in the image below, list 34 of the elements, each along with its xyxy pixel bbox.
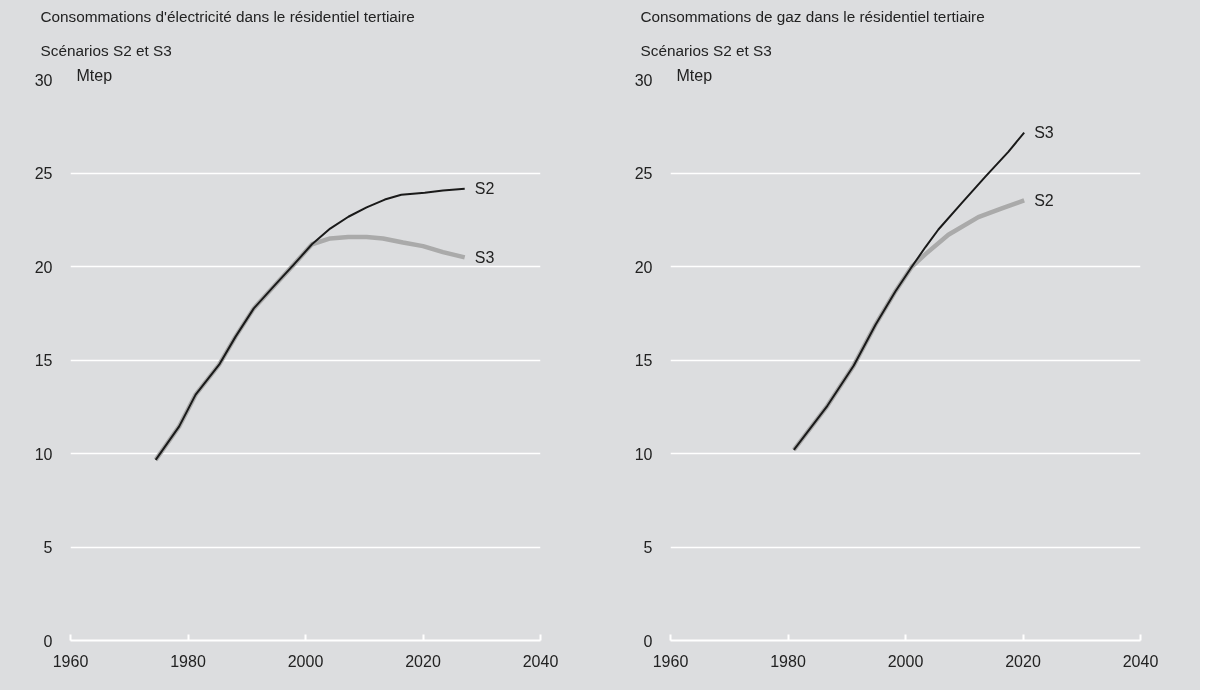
y-tick-label: 0 — [643, 632, 653, 650]
y-tick-label: 20 — [634, 258, 653, 276]
y-tick-label: 30 — [634, 71, 653, 89]
chart-subtitle: Scénarios S2 et S3 — [40, 41, 172, 59]
x-tick-label: 1960 — [652, 652, 689, 670]
chart-title: Consommations d'électricité dans le résidentiel tertiaire — [40, 7, 415, 25]
y-tick-label: 10 — [634, 445, 653, 463]
y-tick-label: 20 — [34, 258, 53, 276]
y-axis-title: Mtep — [676, 66, 713, 84]
x-tick-label: 2040 — [1122, 652, 1159, 670]
y-tick-label: 5 — [643, 539, 653, 556]
y-tick-label: 10 — [34, 445, 53, 463]
series-label: S2 — [1034, 191, 1054, 209]
x-tick-label: 1980 — [170, 652, 206, 670]
y-tick-label: 5 — [43, 539, 53, 556]
x-tick-label: 2000 — [887, 652, 924, 670]
series-label: S3 — [474, 248, 495, 266]
chart-title: Consommations de gaz dans le résidentiel tertiaire — [640, 7, 985, 25]
y-tick-label: 0 — [43, 632, 53, 650]
y-axis-title: Mtep — [76, 66, 113, 84]
x-tick-label: 2020 — [1005, 652, 1041, 670]
y-tick-label: 15 — [634, 352, 653, 369]
y-tick-label: 25 — [34, 165, 53, 182]
x-tick-label: 2020 — [405, 652, 441, 670]
x-tick-label: 2000 — [287, 652, 324, 670]
chart-subtitle: Scénarios S2 et S3 — [640, 41, 772, 59]
x-tick-label: 2040 — [522, 652, 559, 670]
x-tick-label: 1960 — [52, 652, 89, 670]
y-tick-label: 25 — [634, 165, 653, 182]
series-label: S2 — [474, 180, 495, 198]
y-tick-label: 15 — [34, 352, 53, 369]
x-tick-label: 1980 — [770, 652, 806, 670]
series-label: S3 — [1034, 124, 1054, 142]
y-tick-label: 30 — [34, 71, 53, 89]
